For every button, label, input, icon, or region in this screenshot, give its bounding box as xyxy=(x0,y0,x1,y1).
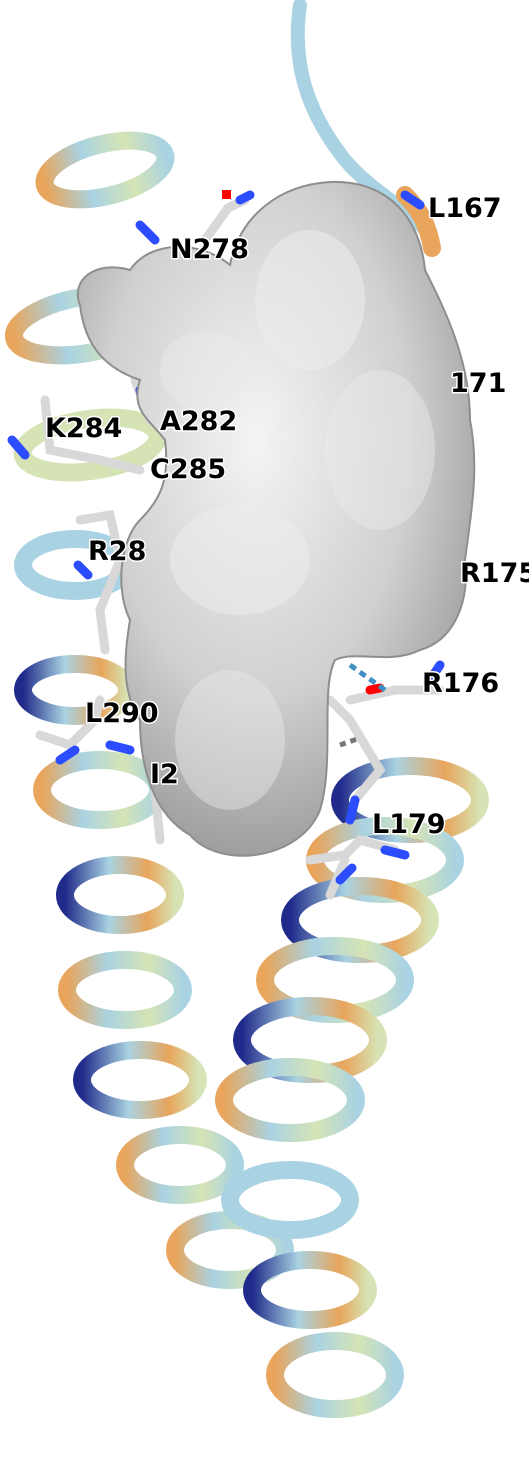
top-loop-ribbon xyxy=(290,0,437,242)
residue-label-a282: A282 xyxy=(160,406,237,437)
residue-label-l29x: L290 xyxy=(85,698,159,729)
hydrogen-bond xyxy=(348,662,387,693)
residue-label-l167: L167 xyxy=(428,193,502,224)
residue-label-r176: R176 xyxy=(422,668,499,699)
residue-label-171: 171 xyxy=(450,368,506,399)
residue-label-l179: L179 xyxy=(372,809,446,840)
residue-label-c285: C285 xyxy=(150,454,226,485)
molecular-surface xyxy=(77,180,476,857)
residue-label-r175: R175 xyxy=(460,558,529,589)
hydrogen-bond xyxy=(339,735,361,748)
residue-label-n278: N278 xyxy=(170,234,249,265)
residue-label-r28x: R28 xyxy=(88,536,146,567)
residue-label-k284: K284 xyxy=(45,413,122,444)
residue-label-i2xx: I2 xyxy=(150,759,179,790)
left-helix xyxy=(4,131,294,1289)
right-helix xyxy=(215,757,489,1418)
